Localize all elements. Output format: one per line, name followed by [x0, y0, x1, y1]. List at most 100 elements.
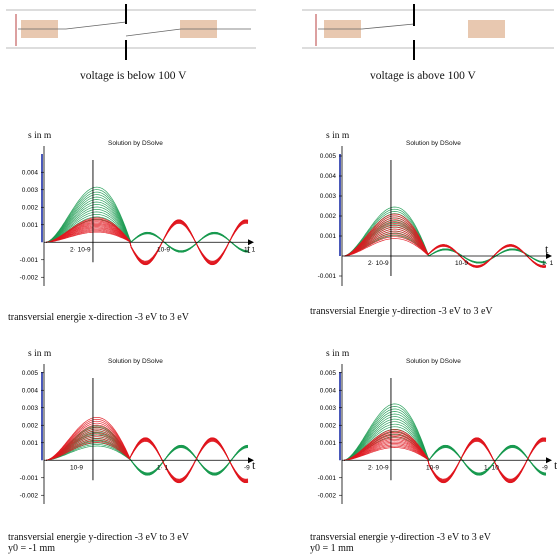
series-line-red: [343, 238, 547, 268]
chart-svg: -0.002 -0.001 0.001 0.002 0.003 0.004 0.005 2· …: [318, 364, 552, 504]
y-tick-label: 0.003: [320, 193, 337, 200]
chart-panel-1: -0.002 -0.001 0.001 0.002 0.003 0.004 2· 10-9 1…: [4, 128, 256, 290]
series-line-red: [343, 433, 547, 481]
y-tick-label: -0.001: [20, 475, 39, 482]
series-line-red: [45, 417, 249, 480]
y-tick-label: 0.003: [22, 187, 39, 194]
caption-line-1: transversial energie y-direction -3 eV t…: [310, 532, 491, 543]
x-axis-label: t: [252, 458, 256, 472]
y-tick-label: -0.002: [318, 492, 337, 499]
series-line-green: [45, 425, 249, 474]
y-tick-label: -0.001: [318, 273, 337, 280]
caption-above-100v: voltage is above 100 V: [370, 70, 476, 82]
y-tick-label: 0.002: [22, 204, 39, 211]
y-axis-label: s in m: [326, 349, 350, 359]
y-tick-label: 0.004: [320, 173, 337, 180]
y-tick-label: 0.004: [22, 387, 39, 394]
caption-line-1: transversial energie y-direction -3 eV t…: [8, 532, 189, 543]
chart-svg: -0.001 0.001 0.002 0.003 0.004 0.005 2· 10-9 10…: [318, 146, 554, 286]
y-tick-label: 0.002: [320, 213, 337, 220]
y-tick-label: 0.002: [320, 422, 337, 429]
chart-panel-3: -0.002 -0.001 0.001 0.002 0.003 0.004 0.005 10-…: [4, 346, 256, 508]
x-tick-label: 1· 10: [484, 464, 499, 471]
chart-annotation: Solution by DSolve: [108, 358, 163, 365]
y-tick-label: 0.003: [320, 405, 337, 412]
x-tick-label: -9: [542, 464, 548, 471]
chart-caption-1: transversial energie x-direction -3 eV t…: [8, 312, 189, 323]
x-tick-label: 1· 1: [157, 464, 169, 471]
series-line-red: [45, 418, 249, 480]
schematic-above-100v: [302, 4, 554, 60]
y-tick-label: -0.001: [20, 257, 39, 264]
x-tick-label: 10-9: [455, 260, 468, 267]
chart-svg: -0.002 -0.001 0.001 0.002 0.003 0.004 2· 10-9 1…: [20, 146, 256, 286]
series-line-green: [343, 235, 547, 264]
chart-annotation: Solution by DSolve: [406, 358, 461, 365]
y-tick-label: 0.001: [22, 440, 39, 447]
x-tick-label: 1· 1: [244, 246, 256, 253]
x-axis-arrow: [248, 239, 254, 246]
y-tick-label: -0.002: [20, 274, 39, 281]
y-tick-label: 0.005: [320, 153, 337, 160]
schematic-below-100v: [6, 4, 256, 60]
chart-caption-2: transversial Energie y-direction -3 eV t…: [310, 306, 493, 317]
series-line-red: [45, 219, 249, 266]
series-line-red: [343, 437, 547, 482]
series-line-green: [45, 444, 249, 476]
series-line-green: [45, 186, 248, 251]
y-axis-label: s in m: [28, 131, 52, 141]
caption-line-2: y0 = 1 mm: [310, 543, 354, 554]
chart-panel-4: -0.002 -0.001 0.001 0.002 0.003 0.004 0.005 2· …: [302, 346, 557, 508]
series-line-green: [343, 211, 547, 263]
y-tick-label: 0.001: [22, 222, 39, 229]
series-line-red: [45, 420, 249, 481]
y-axis-label: s in m: [28, 349, 52, 359]
y-tick-label: -0.001: [318, 475, 337, 482]
caption-line-2: y0 = -1 mm: [8, 543, 56, 554]
y-tick-label: 0.005: [320, 370, 337, 377]
series-line-red: [343, 429, 547, 480]
series-line-red: [45, 219, 249, 263]
x-tick-label: 2· 10-9: [70, 246, 91, 253]
x-axis-label: t: [247, 242, 251, 256]
y-tick-label: 0.004: [320, 387, 337, 394]
x-tick-label: 10-9: [70, 464, 83, 471]
series-line-red: [343, 437, 547, 484]
x-tick-label: 10-9: [157, 246, 170, 253]
x-tick-label: -9: [244, 464, 250, 471]
series-line-green: [343, 403, 547, 474]
series-line-red: [45, 422, 249, 481]
x-axis-arrow: [546, 253, 552, 259]
y-tick-label: -0.002: [20, 492, 39, 499]
series-line-green: [343, 233, 546, 264]
series-line-red: [343, 430, 547, 480]
x-axis-arrow: [546, 457, 552, 464]
x-tick-label: 2· 10-9: [368, 464, 389, 471]
y-tick-label: 0.005: [22, 370, 39, 377]
series-line-green: [45, 189, 249, 252]
series-line-red: [45, 220, 249, 263]
chart-panel-2: -0.001 0.001 0.002 0.003 0.004 0.005 2· 10-9 10…: [302, 128, 554, 290]
chart-caption-4: transversial energie y-direction -3 eV t…: [310, 532, 491, 554]
x-axis-label: t: [545, 242, 549, 256]
y-tick-label: 0.004: [22, 169, 39, 176]
series-line-red: [45, 437, 249, 484]
y-axis-label: s in m: [326, 131, 350, 141]
x-tick-label: 2· 10-9: [368, 260, 389, 267]
chart-annotation: Solution by DSolve: [406, 140, 461, 147]
y-tick-label: 0.001: [320, 233, 337, 240]
x-axis-arrow: [248, 457, 254, 464]
chart-caption-3: transversial energie y-direction -3 eV t…: [8, 532, 189, 554]
x-axis-label: t: [554, 458, 557, 472]
caption-below-100v: voltage is below 100 V: [80, 70, 187, 82]
series-line-green: [343, 213, 546, 263]
chart-annotation: Solution by DSolve: [108, 140, 163, 147]
chart-svg: -0.002 -0.001 0.001 0.002 0.003 0.004 0.005 10-…: [20, 364, 254, 504]
y-tick-label: 0.001: [320, 440, 337, 447]
series-line-red: [45, 217, 249, 262]
y-tick-label: 0.002: [22, 422, 39, 429]
y-tick-label: 0.003: [22, 405, 39, 412]
series-line-red: [45, 218, 249, 262]
x-tick-label: 10-9: [426, 464, 439, 471]
x-tick-label: 1· 1: [542, 260, 554, 267]
